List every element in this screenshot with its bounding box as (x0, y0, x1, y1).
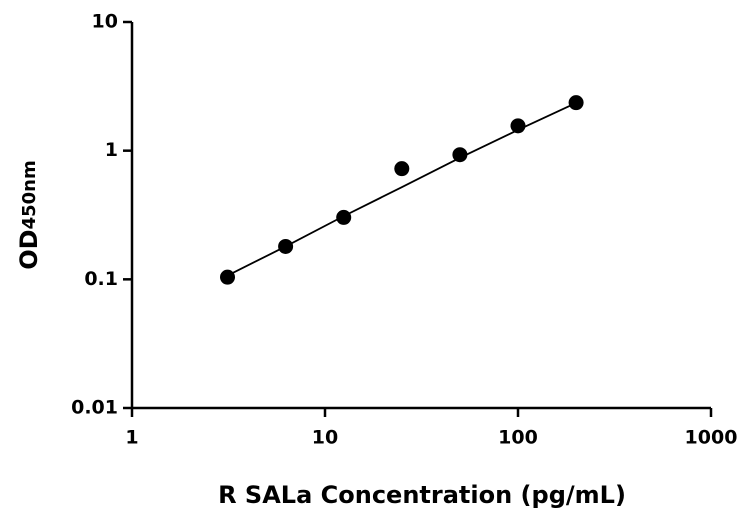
data-point (220, 269, 236, 285)
data-point (452, 147, 468, 163)
data-point (336, 209, 352, 225)
x-tick-label: 10 (312, 427, 338, 449)
y-axis-title-main: OD (15, 229, 43, 269)
y-tick-label: 10 (92, 11, 118, 33)
y-axis-title: OD450nm (15, 160, 43, 269)
x-tick-label: 100 (498, 427, 538, 449)
y-tick-label: 0.1 (84, 268, 118, 290)
x-tick-label: 1000 (685, 427, 738, 449)
x-axis-title: R SALa Concentration (pg/mL) (218, 481, 626, 509)
data-point (394, 161, 410, 177)
y-tick-label: 0.01 (71, 397, 118, 419)
x-tick-label: 1 (125, 427, 138, 449)
y-axis-title-sub: 450nm (19, 160, 40, 229)
data-point (510, 118, 526, 134)
y-tick-label: 1 (105, 139, 118, 161)
data-point (278, 238, 294, 254)
data-point (568, 95, 584, 111)
y-axis-title-group: OD450nm (15, 160, 43, 269)
